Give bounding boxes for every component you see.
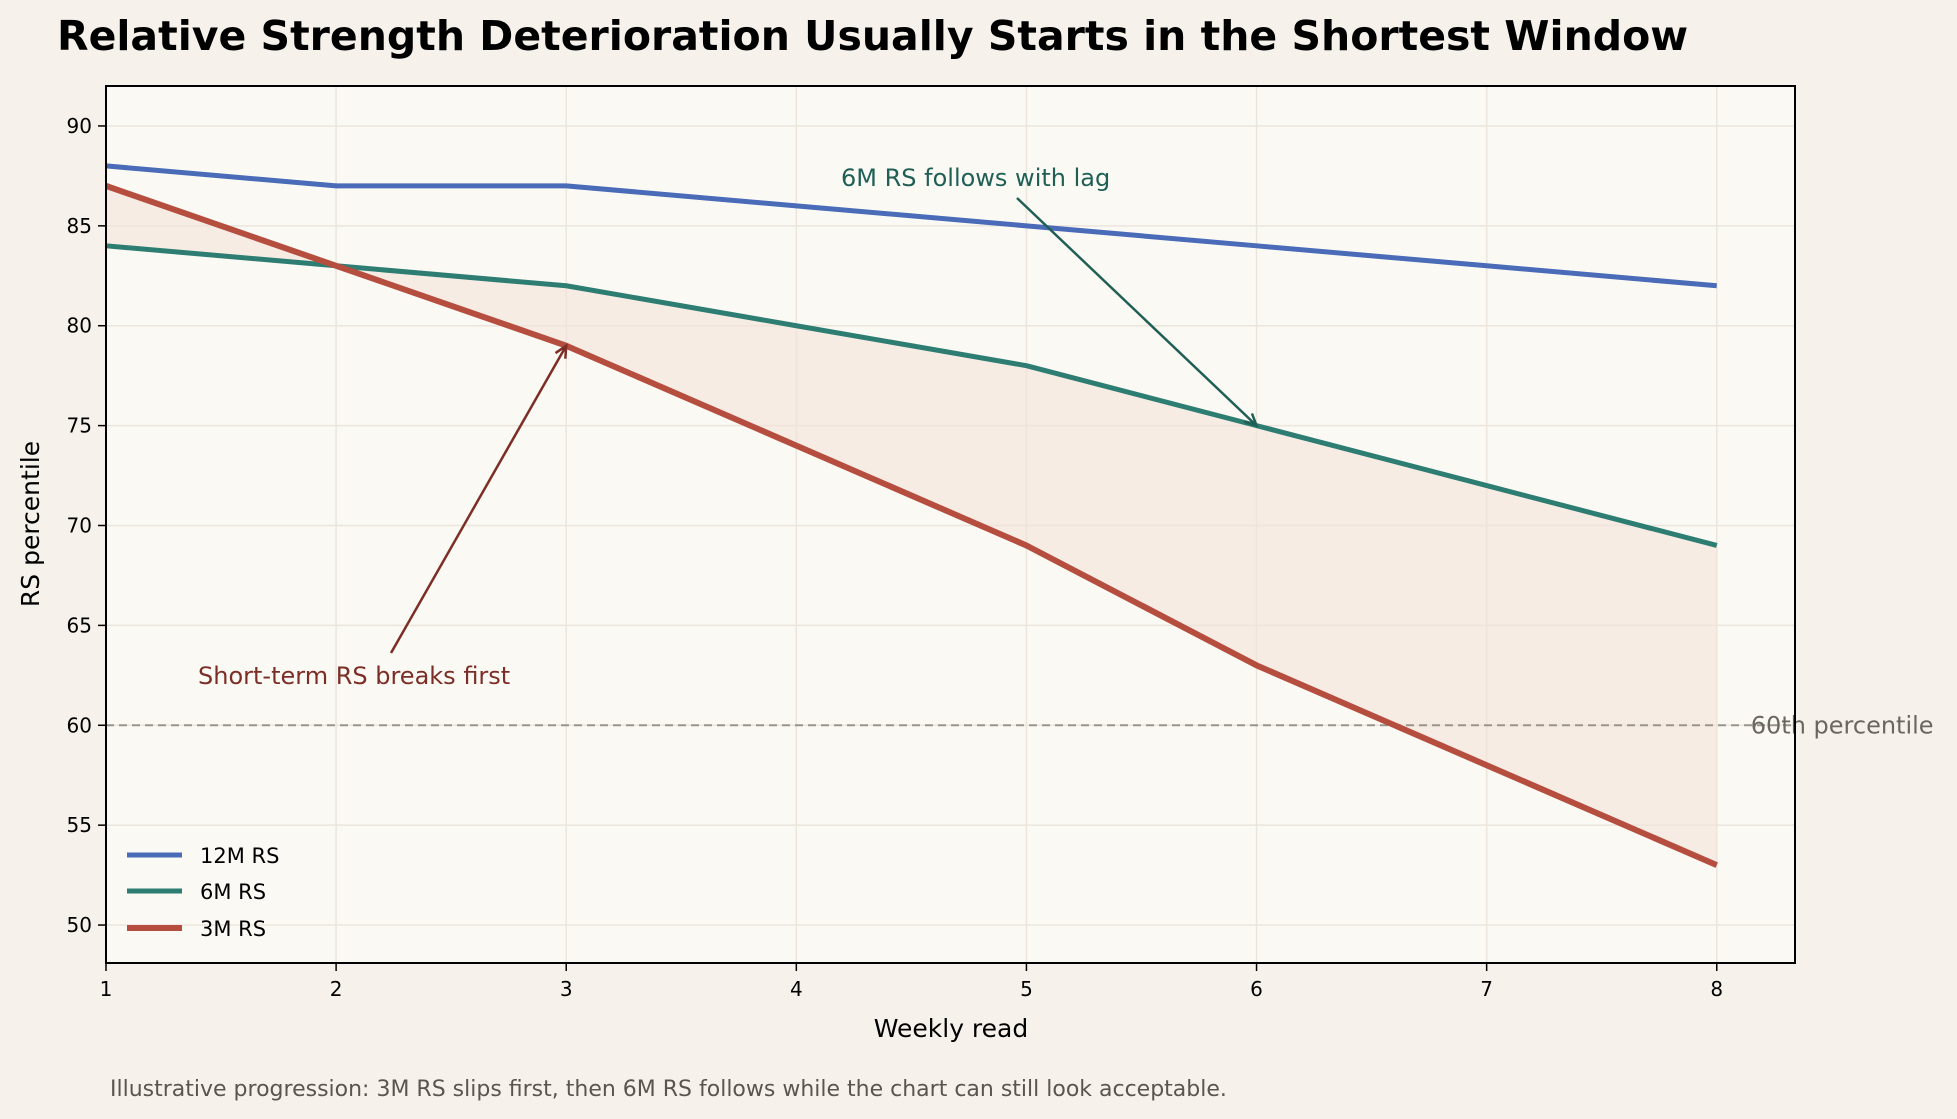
series-line-12m-rs [105, 163, 1717, 289]
legend: 12M RS 6M RS 3M RS [127, 844, 279, 941]
series-line-3m-rs [105, 183, 1718, 868]
x-tick-label: 3 [560, 977, 573, 1001]
plot-frame [105, 85, 1796, 964]
y-tick-label: 80 [67, 314, 92, 338]
annotations: 6M RS follows with lag Short-term RS bre… [198, 164, 1259, 690]
x-tick-label: 6 [1250, 977, 1263, 1001]
y-tick-label: 70 [67, 513, 92, 537]
x-tick-label: 4 [790, 977, 803, 1001]
x-axis-label: Weekly read [874, 1014, 1028, 1043]
x-tick-label: 8 [1710, 977, 1723, 1001]
legend-label-3m: 3M RS [200, 917, 266, 941]
annotation-arrow-6m [1016, 197, 1258, 427]
y-tick-label: 65 [67, 613, 92, 637]
ticks: 1 2 3 4 5 6 7 8 50 55 60 65 70 75 80 85 90 [67, 114, 1724, 1001]
x-tick-label: 7 [1480, 977, 1493, 1001]
y-tick-label: 50 [67, 913, 92, 937]
x-tick-label: 5 [1020, 977, 1033, 1001]
arrowhead-6m [1243, 413, 1259, 428]
y-tick-label: 85 [67, 214, 92, 238]
annotation-3m-breaks: Short-term RS breaks first [198, 662, 510, 690]
chart-title: Relative Strength Deterioration Usually … [57, 12, 1688, 60]
y-tick-label: 90 [67, 114, 92, 138]
annotation-6m-lag: 6M RS follows with lag [841, 164, 1110, 192]
y-axis-label: RS percentile [16, 441, 45, 607]
annotation-arrow-3m [389, 345, 568, 654]
y-tick-label: 60 [67, 713, 92, 737]
legend-label-6m: 6M RS [200, 880, 266, 904]
x-tick-label: 1 [100, 977, 113, 1001]
footnote: Illustrative progression: 3M RS slips fi… [110, 1077, 1227, 1102]
x-tick-label: 2 [330, 977, 343, 1001]
y-tick-label: 55 [67, 813, 92, 837]
gap-fill-area [106, 185, 1717, 866]
arrowhead-3m [554, 343, 568, 359]
y-tick-label: 75 [67, 414, 92, 438]
reference-line-label: 60th percentile [1751, 711, 1934, 739]
legend-label-12m: 12M RS [200, 844, 279, 868]
series-line-6m-rs [105, 243, 1718, 548]
series-lines [105, 163, 1718, 868]
